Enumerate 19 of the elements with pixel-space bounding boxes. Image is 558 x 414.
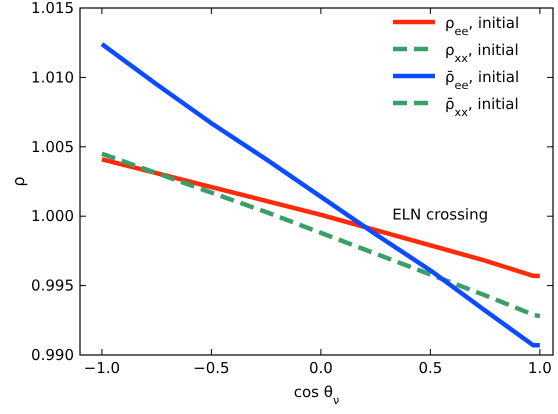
line-series <box>100 151 542 318</box>
y-tick-label: 0.990 <box>31 346 74 364</box>
legend-label: ρ$_{xx}$, initial <box>445 41 519 64</box>
x-axis-title: cos θ$_{ν}$ <box>294 383 340 406</box>
legend-label: ρ̄$_{xx}$, initial <box>445 95 519 118</box>
y-tick-label: 0.995 <box>31 276 74 295</box>
y-tick-label: 1.000 <box>31 207 74 226</box>
y-tick-label: 1.010 <box>31 68 74 86</box>
y-tick-label: 1.015 <box>31 0 74 17</box>
annotation: ELN crossing <box>392 205 488 224</box>
x-tick-label: 1.0 <box>528 359 552 377</box>
x-tick-label: −0.5 <box>193 359 230 377</box>
legend-label: ρ$_{ee}$, initial <box>445 14 520 38</box>
legend-label: ρ̄$_{ee}$, initial <box>445 68 520 92</box>
x-tick-label: 0.5 <box>418 359 442 377</box>
x-tick-label: −1.0 <box>84 359 120 377</box>
y-tick-label: 1.005 <box>31 138 74 156</box>
y-axis-title: ρ <box>9 176 28 187</box>
x-tick-label: 0.0 <box>308 359 333 377</box>
